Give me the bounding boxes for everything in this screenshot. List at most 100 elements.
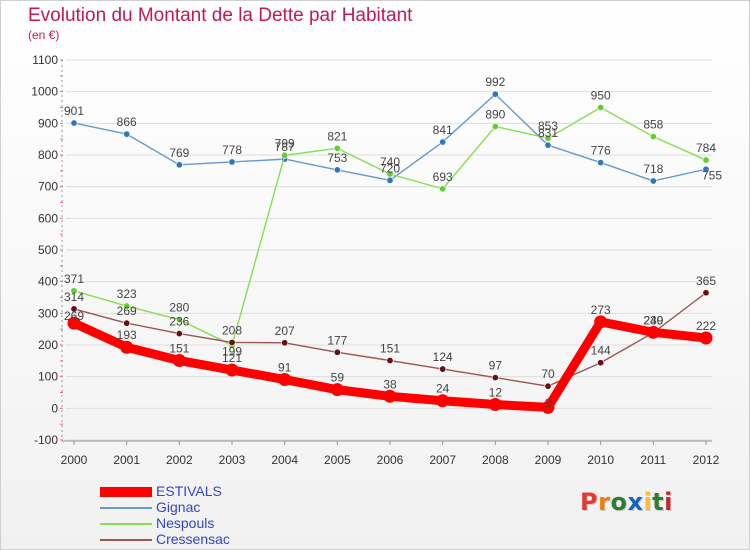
data-label-estivals: 12 <box>489 386 503 400</box>
legend-label: Cressensac <box>156 531 230 547</box>
data-label-estivals: 121 <box>222 351 242 365</box>
logo-letter: t <box>652 488 665 516</box>
data-label-nespouls: 821 <box>327 129 347 143</box>
data-label-gignac: 769 <box>169 146 189 160</box>
x-tick-label: 2008 <box>482 453 509 467</box>
x-tick-label: 2009 <box>535 453 562 467</box>
data-label-nespouls: 950 <box>591 89 611 103</box>
data-label-cressensac: 239 <box>643 314 663 328</box>
axes: -100 0 100 200 300 400 500 600 700 800 900 1000 1100… <box>31 53 719 467</box>
data-label-estivals: 59 <box>331 371 345 385</box>
data-label-estivals: 3 <box>545 396 552 410</box>
data-point-cressensac <box>333 348 341 356</box>
data-point-cressensac <box>70 305 78 313</box>
data-point-estivals <box>488 398 502 412</box>
data-point-estivals <box>436 394 450 408</box>
y-tick-label: 800 <box>38 148 58 162</box>
x-tick-label: 2000 <box>61 453 88 467</box>
data-point-nespouls <box>491 123 499 131</box>
data-point-cressensac <box>281 339 289 347</box>
data-point-gignac <box>123 130 131 138</box>
data-point-estivals <box>278 373 292 387</box>
data-point-estivals <box>594 315 608 329</box>
data-label-cressensac: 151 <box>380 342 400 356</box>
legend-item-estivals: ESTIVALS <box>100 483 320 500</box>
legend-swatch <box>100 523 152 525</box>
x-tick-label: 2005 <box>324 453 351 467</box>
series-lines <box>67 90 713 414</box>
x-tick-label: 2004 <box>271 453 298 467</box>
data-point-cressensac <box>386 357 394 365</box>
y-tick-label: 0 <box>51 401 58 415</box>
grid-lines <box>66 59 712 441</box>
data-point-nespouls <box>175 316 183 324</box>
legend-swatch <box>100 507 152 509</box>
data-point-cressensac <box>439 365 447 373</box>
y-tick-label: 500 <box>38 243 58 257</box>
y-tick-label: 300 <box>38 306 58 320</box>
data-point-cressensac <box>228 338 236 346</box>
data-point-nespouls <box>544 134 552 142</box>
data-label-nespouls: 693 <box>433 170 453 184</box>
data-label-gignac: 992 <box>485 75 505 89</box>
proxiti-logo: Proxiti <box>580 488 673 516</box>
legend-item-cressensac: Cressensac <box>100 531 320 548</box>
data-label-nespouls: 784 <box>696 141 716 155</box>
data-point-nespouls <box>649 133 657 141</box>
data-point-estivals <box>120 340 134 354</box>
legend: ESTIVALS Gignac Nespouls Cressensac <box>100 483 320 548</box>
chart-unit: (en €) <box>28 28 60 42</box>
data-label-cressensac: 314 <box>64 290 84 304</box>
data-label-nespouls: 799 <box>275 136 295 150</box>
y-tick-label: 600 <box>38 211 58 225</box>
data-point-gignac <box>702 165 710 173</box>
legend-label: Nespouls <box>156 515 215 531</box>
data-label-nespouls: 323 <box>117 287 137 301</box>
data-label-cressensac: 208 <box>222 323 242 337</box>
data-label-gignac: 718 <box>643 162 663 176</box>
data-label-estivals: 222 <box>696 319 716 333</box>
data-point-cressensac <box>491 374 499 382</box>
y-tick-label: 1000 <box>31 85 58 99</box>
data-label-cressensac: 207 <box>275 324 295 338</box>
x-tick-label: 2011 <box>640 453 666 467</box>
data-label-cressensac: 269 <box>117 304 137 318</box>
data-point-nespouls <box>439 185 447 193</box>
data-point-gignac <box>439 138 447 146</box>
y-tick-label: 900 <box>38 116 58 130</box>
data-label-cressensac: 144 <box>591 344 611 358</box>
data-label-gignac: 778 <box>222 143 242 157</box>
data-point-nespouls <box>123 302 131 310</box>
legend-swatch <box>100 487 152 497</box>
data-label-estivals: 273 <box>591 303 611 317</box>
data-point-estivals <box>383 389 397 403</box>
data-label-cressensac: 236 <box>169 315 189 329</box>
data-label-nespouls: 853 <box>538 119 558 133</box>
data-label-gignac: 866 <box>117 115 137 129</box>
data-label-gignac: 787 <box>275 140 295 154</box>
x-tick-label: 2001 <box>113 453 140 467</box>
x-tick-label: 2010 <box>587 453 614 467</box>
data-point-gignac <box>70 119 78 127</box>
data-point-nespouls <box>70 287 78 295</box>
data-label-estivals: 269 <box>64 309 84 323</box>
legend-label: Gignac <box>156 499 201 515</box>
data-label-nespouls: 740 <box>380 155 400 169</box>
data-point-gignac <box>333 166 341 174</box>
data-point-estivals <box>699 331 713 345</box>
data-label-gignac: 901 <box>64 104 84 118</box>
legend-swatch <box>100 539 152 541</box>
data-point-cressensac <box>123 319 131 327</box>
data-label-cressensac: 124 <box>433 350 453 364</box>
data-label-estivals: 38 <box>383 377 397 391</box>
y-tick-label: 700 <box>38 180 58 194</box>
legend-item-nespouls: Nespouls <box>100 515 320 532</box>
data-point-estivals <box>541 400 555 414</box>
data-label-nespouls: 280 <box>169 301 189 315</box>
y-tick-label: 100 <box>38 370 58 384</box>
data-label-nespouls: 371 <box>64 272 84 286</box>
data-label-gignac: 720 <box>380 161 400 175</box>
data-point-estivals <box>172 354 186 368</box>
x-tick-label: 2002 <box>166 453 193 467</box>
